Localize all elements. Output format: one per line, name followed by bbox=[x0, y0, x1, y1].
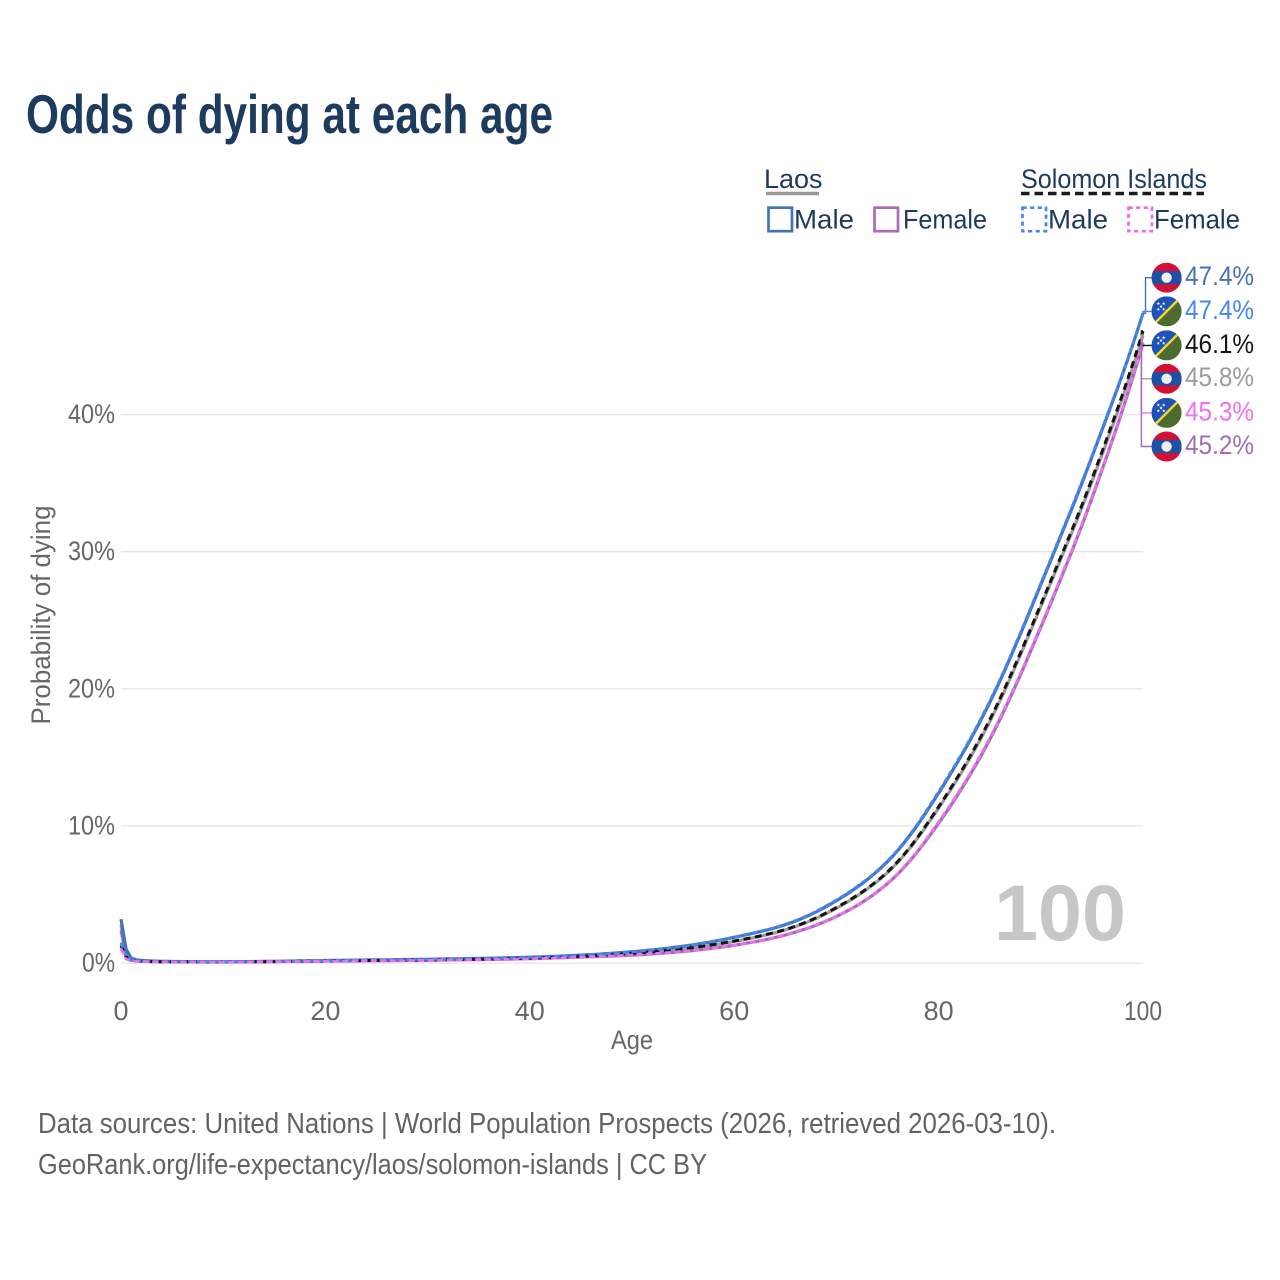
svg-text:45.8%: 45.8% bbox=[1185, 362, 1254, 392]
svg-text:20%: 20% bbox=[68, 673, 115, 703]
svg-text:Female: Female bbox=[903, 205, 987, 235]
svg-text:Age: Age bbox=[611, 1025, 653, 1055]
svg-text:40: 40 bbox=[515, 996, 545, 1026]
svg-text:0%: 0% bbox=[82, 948, 115, 978]
svg-text:Laos: Laos bbox=[764, 164, 823, 194]
svg-text:46.1%: 46.1% bbox=[1185, 329, 1254, 359]
svg-text:0: 0 bbox=[113, 996, 128, 1026]
svg-text:40%: 40% bbox=[68, 399, 115, 429]
svg-text:Male: Male bbox=[794, 205, 854, 235]
svg-text:Data sources: United Nations |: Data sources: United Nations | World Pop… bbox=[38, 1108, 1056, 1140]
svg-text:20: 20 bbox=[310, 996, 340, 1026]
svg-text:10%: 10% bbox=[68, 811, 115, 841]
svg-text:Male: Male bbox=[1048, 205, 1108, 235]
svg-text:45.3%: 45.3% bbox=[1185, 396, 1254, 426]
svg-text:47.4%: 47.4% bbox=[1185, 295, 1254, 325]
svg-text:47.4%: 47.4% bbox=[1185, 261, 1254, 291]
svg-text:Female: Female bbox=[1154, 205, 1240, 235]
svg-text:Solomon Islands: Solomon Islands bbox=[1021, 164, 1207, 194]
svg-text:30%: 30% bbox=[68, 536, 115, 566]
svg-text:Probability of dying: Probability of dying bbox=[26, 506, 56, 725]
svg-text:GeoRank.org/life-expectancy/la: GeoRank.org/life-expectancy/laos/solomon… bbox=[38, 1149, 707, 1181]
svg-text:60: 60 bbox=[719, 996, 749, 1026]
svg-text:45.2%: 45.2% bbox=[1185, 430, 1254, 460]
svg-text:Odds of dying at each age: Odds of dying at each age bbox=[26, 83, 553, 145]
svg-text:80: 80 bbox=[924, 996, 954, 1026]
svg-text:100: 100 bbox=[994, 868, 1126, 957]
svg-text:100: 100 bbox=[1124, 996, 1162, 1026]
